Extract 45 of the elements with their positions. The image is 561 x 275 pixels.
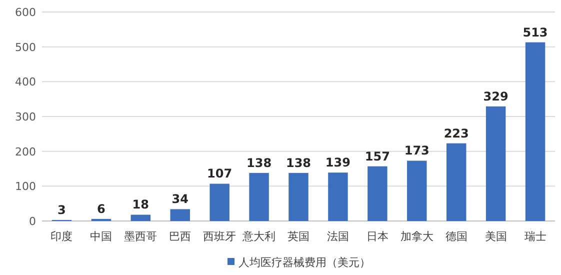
- bar: [328, 172, 348, 221]
- x-tick-label: 巴西: [169, 230, 192, 243]
- data-label: 157: [364, 149, 390, 164]
- x-tick-label: 印度: [50, 230, 73, 243]
- bar: [130, 214, 151, 221]
- x-tick-label: 瑞士: [524, 230, 546, 243]
- y-tick-label: 600: [15, 6, 36, 19]
- data-label: 223: [444, 126, 469, 140]
- x-tick-label: 意大利: [242, 230, 276, 243]
- bar: [486, 106, 506, 221]
- legend-label: 人均医疗器械费用（美元）: [238, 256, 370, 269]
- y-tick-label: 0: [29, 215, 36, 228]
- data-label: 138: [286, 156, 312, 170]
- data-label: 3: [58, 202, 66, 217]
- y-tick-label: 500: [15, 40, 36, 54]
- bar: [407, 160, 427, 221]
- y-tick-label: 300: [15, 110, 36, 124]
- data-label: 138: [246, 156, 272, 170]
- data-label: 34: [172, 192, 188, 206]
- data-label: 173: [404, 144, 430, 158]
- data-label: 6: [97, 202, 106, 216]
- bar: [368, 166, 388, 221]
- y-tick-label: 200: [15, 145, 36, 158]
- x-tick-label: 墨西哥: [124, 230, 158, 243]
- data-label: 329: [483, 89, 508, 104]
- x-tick-label: 日本: [366, 230, 388, 243]
- bar: [249, 172, 269, 221]
- bar: [288, 172, 308, 221]
- x-tick-label: 德国: [445, 230, 468, 243]
- x-tick-label: 加拿大: [400, 230, 434, 243]
- data-label: 18: [132, 198, 150, 212]
- x-tick-label: 西班牙: [203, 230, 236, 243]
- bar: [210, 184, 230, 221]
- y-tick-label: 100: [15, 180, 36, 194]
- y-tick-label: 400: [15, 76, 36, 89]
- data-label: 139: [325, 156, 350, 170]
- x-tick-label: 英国: [288, 230, 310, 243]
- data-label: 107: [207, 166, 232, 181]
- bar: [525, 42, 546, 221]
- bar: [170, 209, 190, 221]
- bar: [446, 143, 466, 221]
- x-tick-label: 法国: [326, 230, 349, 243]
- x-tick-label: 美国: [484, 230, 507, 243]
- x-tick-label: 中国: [90, 230, 112, 243]
- data-label: 513: [522, 25, 548, 40]
